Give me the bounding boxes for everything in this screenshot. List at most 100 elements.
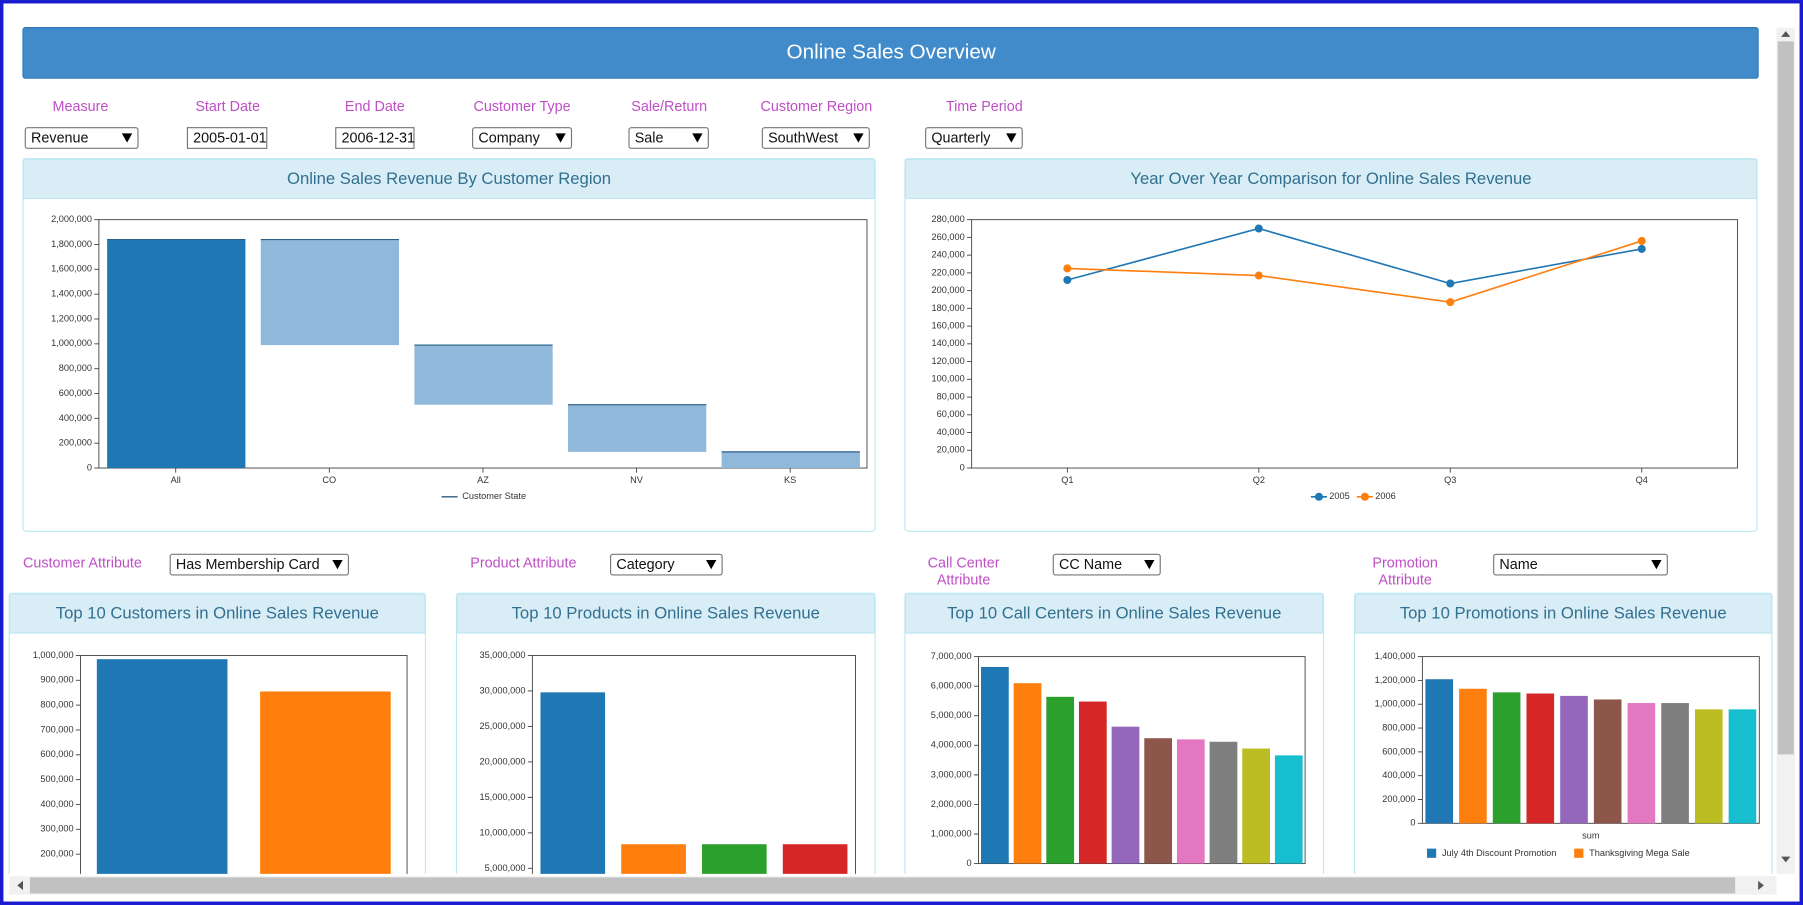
y-tick-label: 700,000 — [40, 724, 73, 734]
y-tick-label: 0 — [960, 462, 965, 472]
control-value: CC Name — [1059, 557, 1122, 573]
panel-heading — [9, 593, 426, 634]
bar — [1661, 703, 1689, 824]
y-tick-label: 800,000 — [1382, 722, 1415, 732]
scroll-left[interactable] — [17, 880, 23, 891]
y-tick-label: 300,000 — [40, 824, 73, 834]
control-box — [186, 127, 268, 149]
panel-title: Top 10 Promotions in Online Sales Revenu… — [1400, 603, 1727, 622]
y-tick-label: 1,000,000 — [1375, 699, 1416, 709]
filter: Start Date 2005-01-01 — [186, 99, 268, 149]
legend-marker — [1360, 492, 1369, 501]
bar — [1274, 755, 1303, 864]
y-tick-label: 1,200,000 — [1375, 675, 1416, 685]
bar — [1013, 683, 1042, 864]
y-tick-label: 600,000 — [40, 749, 73, 759]
dropdown-arrow — [1651, 560, 1662, 570]
filter-label: Promotion — [1372, 555, 1437, 571]
bar — [702, 844, 767, 874]
scroll-thumb[interactable] — [29, 877, 1736, 894]
y-tick-label: 400,000 — [1382, 770, 1415, 780]
y-tick-label: 3,000,000 — [931, 769, 972, 779]
x-tick-label: All — [171, 475, 181, 485]
legend-marker — [1314, 492, 1323, 501]
y-tick-label: 1,000,000 — [33, 650, 74, 660]
y-tick-label: 1,000,000 — [51, 338, 92, 348]
vertical-scrollbar[interactable] — [1776, 27, 1795, 874]
dropdown[interactable]: Revenue — [24, 127, 139, 149]
filter: Sale/Return Sale — [628, 99, 709, 149]
control-box — [169, 553, 349, 576]
bar — [1694, 709, 1723, 824]
y-tick-label: 1,200,000 — [51, 313, 92, 323]
panel-heading — [1354, 593, 1772, 634]
bar — [107, 239, 246, 469]
bar — [1176, 739, 1205, 864]
panel-heading — [904, 593, 1324, 634]
point — [1637, 236, 1646, 245]
y-tick-label: 1,600,000 — [51, 264, 92, 274]
y-tick-label: 20,000,000 — [480, 756, 526, 766]
filter-label: Measure — [53, 99, 109, 115]
date-input[interactable]: 2005-01-01 — [186, 127, 268, 149]
y-tick-label: 35,000,000 — [480, 650, 526, 660]
filter-label: Start Date — [195, 99, 260, 115]
point — [1063, 275, 1072, 284]
x-tick-label: KS — [784, 475, 796, 485]
filter-label: Attribute — [1378, 573, 1431, 589]
scroll-right[interactable] — [1758, 880, 1764, 891]
scroll-up[interactable] — [1781, 31, 1791, 37]
bar — [540, 692, 606, 874]
bar — [1111, 726, 1140, 864]
y-tick-label: 5,000,000 — [485, 863, 526, 873]
point — [1063, 264, 1072, 273]
x-tick-label: Q4 — [1636, 475, 1648, 485]
filter-label: Time Period — [946, 99, 1023, 115]
y-tick-label: 60,000 — [937, 409, 965, 419]
dropdown-arrow — [332, 560, 343, 570]
y-tick-label: 80,000 — [937, 391, 965, 401]
control-value: 2005-01-01 — [193, 130, 266, 146]
filter: Call Center Attribute CC Name — [928, 553, 1161, 589]
plot-frame — [531, 654, 856, 874]
x-tick-label: Q3 — [1444, 475, 1456, 485]
date-input[interactable]: 2006-12-31 — [335, 127, 415, 149]
dropdown[interactable]: SouthWest — [761, 127, 870, 149]
line — [1067, 227, 1642, 285]
dropdown[interactable]: Has Membership Card — [169, 553, 349, 576]
dropdown[interactable]: Category — [610, 553, 723, 576]
control-box — [925, 127, 1023, 149]
bar — [1492, 692, 1521, 824]
y-tick-label: 220,000 — [932, 267, 965, 277]
line — [1067, 240, 1642, 303]
bar — [1046, 696, 1075, 864]
y-tick-label: 0 — [1410, 818, 1415, 828]
dropdown[interactable]: CC Name — [1052, 553, 1161, 576]
y-tick-label: 6,000,000 — [931, 681, 972, 691]
panel-title: Top 10 Products in Online Sales Revenue — [512, 603, 820, 622]
y-tick-label: 20,000 — [937, 445, 965, 455]
bar — [1627, 703, 1656, 824]
legend-swatch — [1426, 848, 1437, 858]
scroll-thumb[interactable] — [1777, 41, 1794, 755]
scroll-down[interactable] — [1781, 856, 1791, 863]
control-value: Sale — [635, 130, 664, 146]
filter-label: Customer Attribute — [23, 555, 142, 571]
y-tick-label: 1,400,000 — [51, 289, 92, 299]
y-tick-label: 400,000 — [59, 413, 92, 423]
chart-panel: Top 10 Customers in Online Sales Revenue… — [8, 592, 427, 874]
dropdown[interactable]: Quarterly — [925, 127, 1023, 149]
dropdown-arrow — [706, 560, 717, 570]
bar — [568, 404, 707, 452]
y-tick-label: 0 — [87, 462, 92, 472]
dropdown[interactable]: Company — [472, 127, 573, 149]
horizontal-scrollbar[interactable] — [9, 876, 1777, 895]
y-tick-label: 140,000 — [932, 338, 965, 348]
x-tick-label: CO — [322, 475, 336, 485]
dropdown[interactable]: Sale — [628, 127, 709, 149]
panel-title: Top 10 Call Centers in Online Sales Reve… — [947, 603, 1281, 622]
dropdown[interactable]: Name — [1493, 553, 1668, 576]
chart-panel: Top 10 Promotions in Online Sales Revenu… — [1353, 592, 1773, 874]
y-tick-label: 180,000 — [932, 303, 965, 313]
